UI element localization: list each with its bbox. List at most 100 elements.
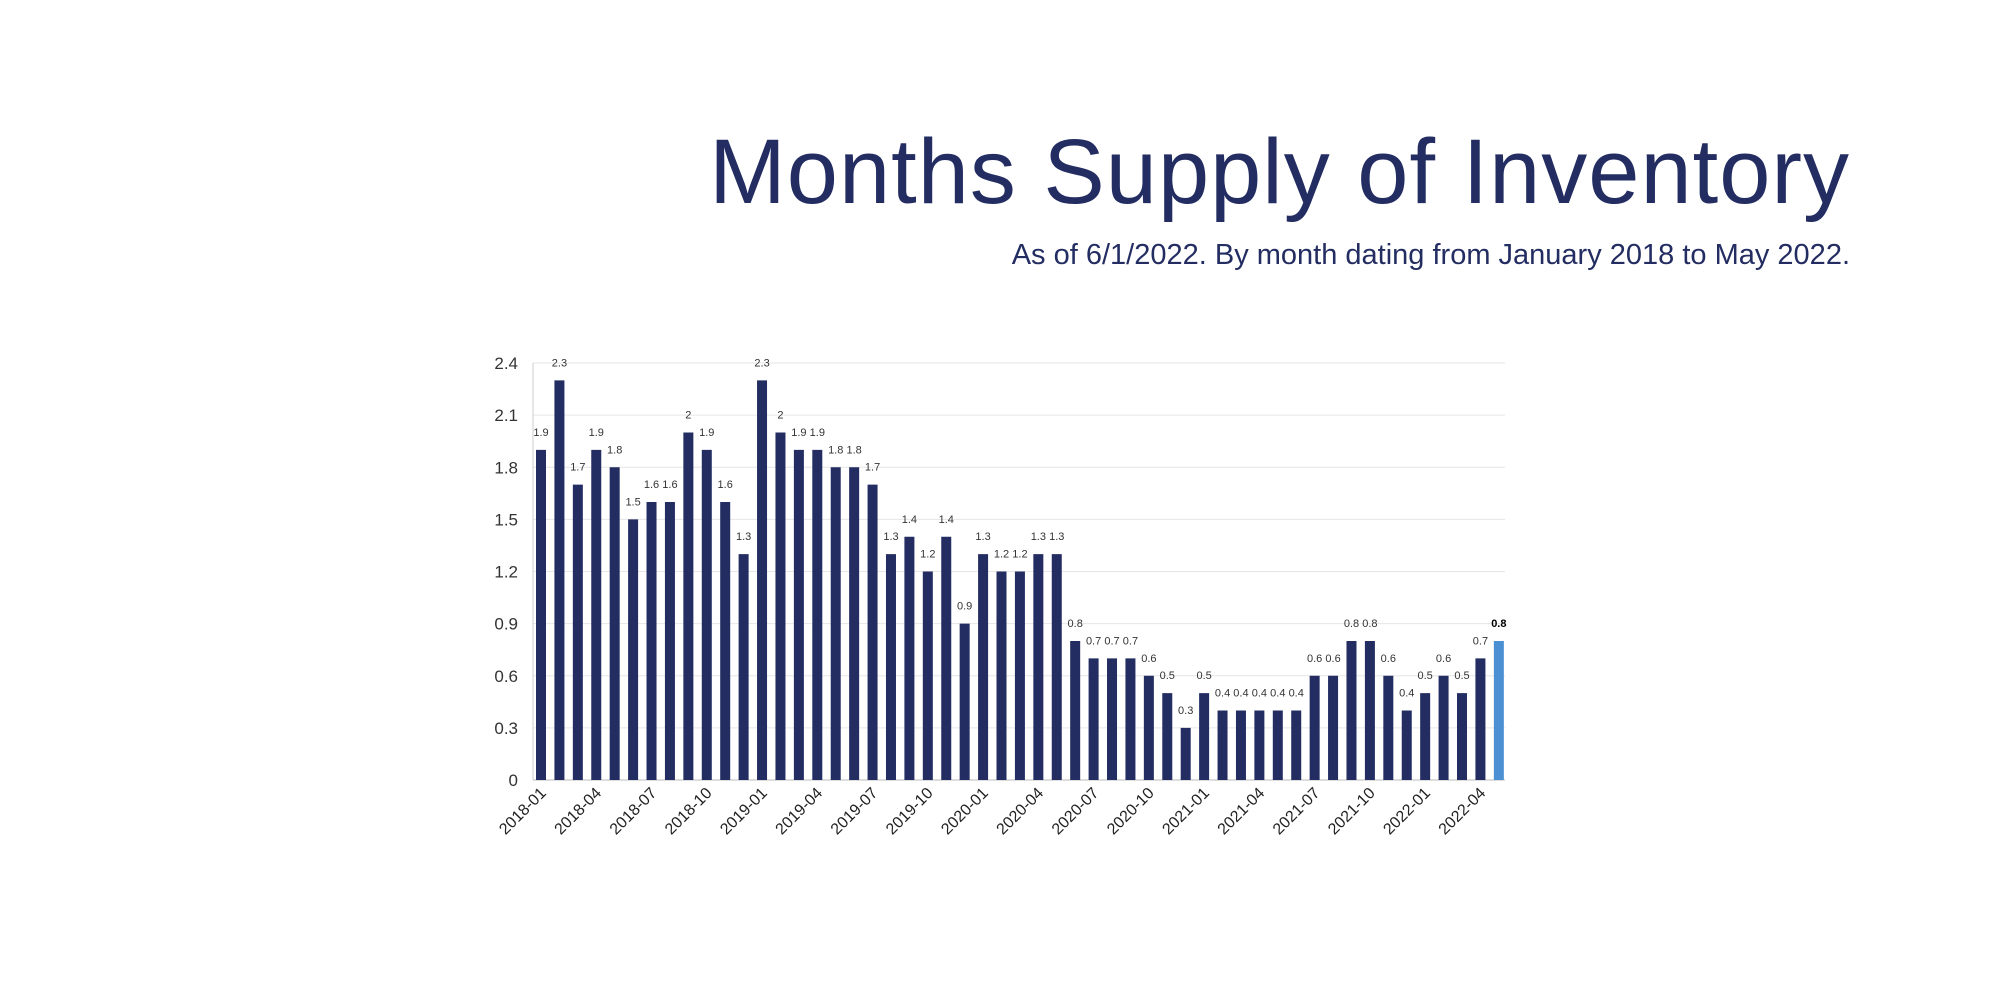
bar-value-label: 0.8 [1068, 618, 1083, 630]
bar [959, 623, 970, 780]
bar [1309, 675, 1320, 780]
bar [720, 502, 731, 780]
bar [628, 519, 639, 780]
bar-value-label: 1.2 [994, 549, 1009, 561]
bar-value-label: 2 [777, 410, 783, 422]
bar-value-label: 0.6 [1325, 653, 1340, 665]
bar [793, 449, 804, 780]
bar [1383, 675, 1394, 780]
bar [812, 449, 823, 780]
bar-value-label: 1.9 [791, 427, 806, 439]
x-tick-label: 2018-01 [496, 785, 550, 839]
x-tick-label: 2019-04 [773, 785, 827, 839]
bar-value-label: 1.4 [902, 514, 917, 526]
bar-value-label: 1.5 [625, 496, 640, 508]
bar-value-label: 0.7 [1104, 635, 1119, 647]
bar [1070, 641, 1081, 780]
bars [536, 380, 1504, 780]
x-tick-label: 2020-10 [1104, 785, 1158, 839]
bar-value-label: 1.8 [846, 444, 861, 456]
bar [941, 536, 952, 780]
y-tick-label: 0.3 [494, 719, 518, 738]
bar-value-label: 1.9 [699, 427, 714, 439]
x-tick-label: 2018-10 [662, 785, 716, 839]
x-tick-label: 2021-01 [1159, 785, 1213, 839]
bar-value-label: 0.9 [957, 601, 972, 613]
bar-value-label: 2 [685, 410, 691, 422]
bar-value-label: 1.9 [533, 427, 548, 439]
bar-value-label: 0.3 [1178, 705, 1193, 717]
bar-value-label: 1.3 [736, 531, 751, 543]
bar-value-label: 1.6 [718, 479, 733, 491]
x-tick-label: 2022-01 [1380, 785, 1434, 839]
bar-value-label: 0.8 [1344, 618, 1359, 630]
bar-value-label: 1.2 [920, 549, 935, 561]
bar-value-label: 1.3 [1031, 531, 1046, 543]
x-tick-label: 2018-07 [607, 785, 661, 839]
bar-value-label: 0.7 [1473, 635, 1488, 647]
bar [1254, 710, 1265, 780]
y-tick-label: 1.8 [494, 458, 518, 477]
y-tick-label: 2.1 [494, 406, 518, 425]
bar-value-label: 0.4 [1252, 688, 1267, 700]
bar-value-label: 1.8 [607, 444, 622, 456]
bar-value-label: 1.3 [883, 531, 898, 543]
bar [978, 554, 989, 780]
bar-value-label: 0.5 [1418, 670, 1433, 682]
y-tick-label: 0 [509, 771, 518, 790]
bar [1107, 658, 1118, 780]
bar-value-label: 1.7 [865, 462, 880, 474]
bar [536, 449, 546, 780]
x-tick-label: 2019-01 [717, 785, 771, 839]
bar [775, 432, 786, 780]
bar [867, 484, 878, 780]
chart-subtitle: As of 6/1/2022. By month dating from Jan… [1011, 239, 1850, 271]
bar-value-label: 0.6 [1141, 653, 1156, 665]
bar-value-label: 1.2 [1012, 549, 1027, 561]
bar [1328, 675, 1339, 780]
bar [554, 380, 565, 780]
bar-value-label: 1.3 [1049, 531, 1064, 543]
x-tick-label: 2020-07 [1049, 785, 1103, 839]
bar-value-label: 1.6 [644, 479, 659, 491]
bar-value-label: 1.7 [570, 462, 585, 474]
bar-value-label: 1.3 [975, 531, 990, 543]
bar [885, 554, 896, 780]
bar-value-label: 0.5 [1196, 670, 1211, 682]
bar [572, 484, 583, 780]
x-tick-label: 2021-04 [1215, 785, 1269, 839]
bar [646, 502, 657, 780]
bar [683, 432, 694, 780]
bar-value-label: 0.6 [1381, 653, 1396, 665]
bar [1291, 710, 1302, 780]
bar [1346, 641, 1357, 780]
bar-value-label: 2.3 [754, 357, 769, 369]
bar [1272, 710, 1283, 780]
bar [1199, 693, 1210, 780]
bar [996, 571, 1007, 780]
bar [701, 449, 712, 780]
bar-value-label: 0.5 [1160, 670, 1175, 682]
bar [1143, 675, 1154, 780]
bar [1088, 658, 1099, 780]
bar-value-label: 0.4 [1233, 688, 1248, 700]
bar [830, 467, 841, 780]
bar [1475, 658, 1486, 780]
bar [1235, 710, 1246, 780]
chart-title: Months Supply of Inventory [709, 121, 1850, 223]
bar [922, 571, 933, 780]
bar-value-label: 0.4 [1399, 688, 1414, 700]
bar-value-label: 0.4 [1215, 688, 1230, 700]
bar-value-label: 0.4 [1289, 688, 1304, 700]
bar-value-label: 0.5 [1454, 670, 1469, 682]
y-tick-label: 0.6 [494, 667, 518, 686]
bar-value-label: 0.6 [1307, 653, 1322, 665]
y-tick-label: 2.4 [494, 354, 518, 373]
bar [1438, 675, 1449, 780]
bar [738, 554, 749, 780]
y-tick-label: 1.2 [494, 563, 518, 582]
bar-value-label: 2.3 [552, 357, 567, 369]
x-tick-label: 2018-04 [552, 785, 606, 839]
bar-value-label: 1.8 [828, 444, 843, 456]
